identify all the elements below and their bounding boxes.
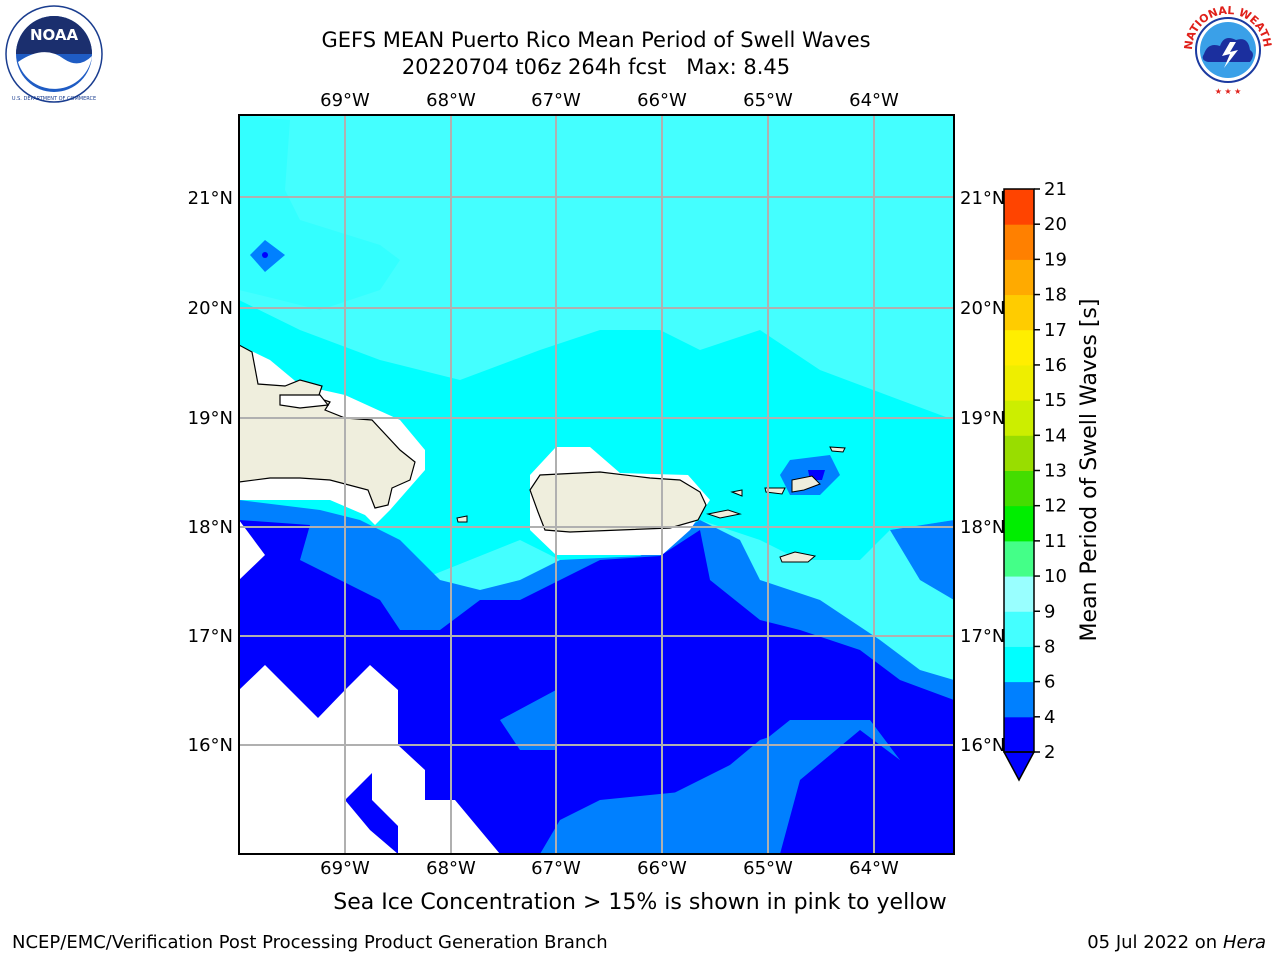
lon-label-top: 69°W xyxy=(320,90,370,111)
noaa-logo-text: NOAA xyxy=(30,26,79,44)
colorbar-band xyxy=(1004,505,1034,542)
noaa-logo: NOAA U.S. DEPARTMENT OF COMMERCE xyxy=(5,5,103,103)
svg-text:U.S. DEPARTMENT OF COMMERCE: U.S. DEPARTMENT OF COMMERCE xyxy=(12,96,96,102)
lat-label-right: 18°N xyxy=(960,517,1005,538)
colorbar-band xyxy=(1004,364,1034,401)
footer-credit: NCEP/EMC/Verification Post Processing Pr… xyxy=(12,932,608,953)
colorbar: 2 4 6 8 9 10 11 12 13 14 15 16 17 18 19 20 21 Mean Perio… xyxy=(1002,180,1102,782)
lat-label-left: 19°N xyxy=(188,408,233,429)
colorbar-tick-label: 18 xyxy=(1044,285,1067,306)
colorbar-band xyxy=(1004,294,1034,331)
colorbar-tick-label: 2 xyxy=(1044,742,1055,763)
lon-label-top: 65°W xyxy=(743,90,793,111)
footer-date: 05 Jul 2022 on Hera xyxy=(1087,932,1266,953)
lat-label-right: 16°N xyxy=(960,735,1005,756)
svg-text:★ ★ ★: ★ ★ ★ xyxy=(1215,87,1242,96)
colorbar-band xyxy=(1004,189,1034,225)
colorbar-label: Mean Period of Swell Waves [s] xyxy=(1077,299,1102,642)
footer-machine: Hera xyxy=(1222,932,1266,953)
colorbar-band xyxy=(1004,400,1034,436)
colorbar-tick-label: 14 xyxy=(1044,425,1067,446)
colorbar-tick-label: 15 xyxy=(1044,390,1067,411)
no-data-south xyxy=(239,665,500,854)
lat-label-left: 18°N xyxy=(188,517,233,538)
colorbar-tick-label: 10 xyxy=(1044,566,1067,587)
lon-label-bottom: 68°W xyxy=(426,858,476,879)
colorbar-band xyxy=(1004,716,1034,753)
colorbar-tick-label: 20 xyxy=(1044,214,1067,235)
colorbar-tick-label: 16 xyxy=(1044,355,1067,376)
colorbar-tick-label: 12 xyxy=(1044,496,1067,517)
colorbar-tick-label: 9 xyxy=(1044,601,1055,622)
colorbar-band xyxy=(1004,540,1034,577)
map-grid xyxy=(239,115,954,854)
colorbar-extend-triangle xyxy=(1002,751,1036,782)
colorbar-tick-label: 21 xyxy=(1044,180,1067,200)
colorbar-tick-label: 19 xyxy=(1044,249,1067,270)
colorbar-band xyxy=(1004,329,1034,366)
colorbar-band xyxy=(1004,646,1034,683)
lat-label-right: 17°N xyxy=(960,626,1005,647)
lat-label-left: 16°N xyxy=(188,735,233,756)
lon-label-top: 64°W xyxy=(849,90,899,111)
lon-label-bottom: 65°W xyxy=(743,858,793,879)
colorbar-band xyxy=(1004,259,1034,296)
colorbar-band xyxy=(1004,681,1034,718)
colorbar-band xyxy=(1004,435,1034,471)
chart-subtitle: 20220704 t06z 264h fcst Max: 8.45 xyxy=(401,55,791,79)
colorbar-band xyxy=(1004,224,1034,260)
nws-logo: NATIONAL WEATHER SERVICE ★ ★ ★ xyxy=(1180,2,1274,96)
lat-label-left: 20°N xyxy=(188,298,233,319)
lat-label-right: 19°N xyxy=(960,408,1005,429)
lon-label-bottom: 64°W xyxy=(849,858,899,879)
lon-label-top: 66°W xyxy=(637,90,687,111)
band-6-8-inner xyxy=(239,300,954,580)
colorbar-tick-label: 4 xyxy=(1044,707,1055,728)
lon-label-top: 68°W xyxy=(426,90,476,111)
footer-date-text: 05 Jul 2022 on xyxy=(1087,932,1218,953)
lon-label-bottom: 67°W xyxy=(531,858,581,879)
land-hispaniola xyxy=(239,344,416,509)
lon-label-bottom: 69°W xyxy=(320,858,370,879)
lon-label-top: 67°W xyxy=(531,90,581,111)
colorbar-band xyxy=(1004,576,1034,612)
lat-label-left: 17°N xyxy=(188,626,233,647)
colorbar-band xyxy=(1004,611,1034,647)
colorbar-tick-label: 11 xyxy=(1044,531,1067,552)
lat-label-right: 20°N xyxy=(960,298,1005,319)
sea-ice-note: Sea Ice Concentration > 15% is shown in … xyxy=(333,890,947,915)
colorbar-tick-label: 6 xyxy=(1044,672,1055,693)
colorbar-tick-label: 8 xyxy=(1044,636,1055,657)
map-frame xyxy=(238,114,955,855)
chart-title: GEFS MEAN Puerto Rico Mean Period of Swe… xyxy=(321,28,871,52)
colorbar-tick-label: 17 xyxy=(1044,320,1067,341)
lat-label-right: 21°N xyxy=(960,188,1005,209)
lat-label-left: 21°N xyxy=(188,188,233,209)
lon-label-bottom: 66°W xyxy=(637,858,687,879)
colorbar-band xyxy=(1004,470,1034,507)
colorbar-tick-label: 13 xyxy=(1044,461,1067,482)
